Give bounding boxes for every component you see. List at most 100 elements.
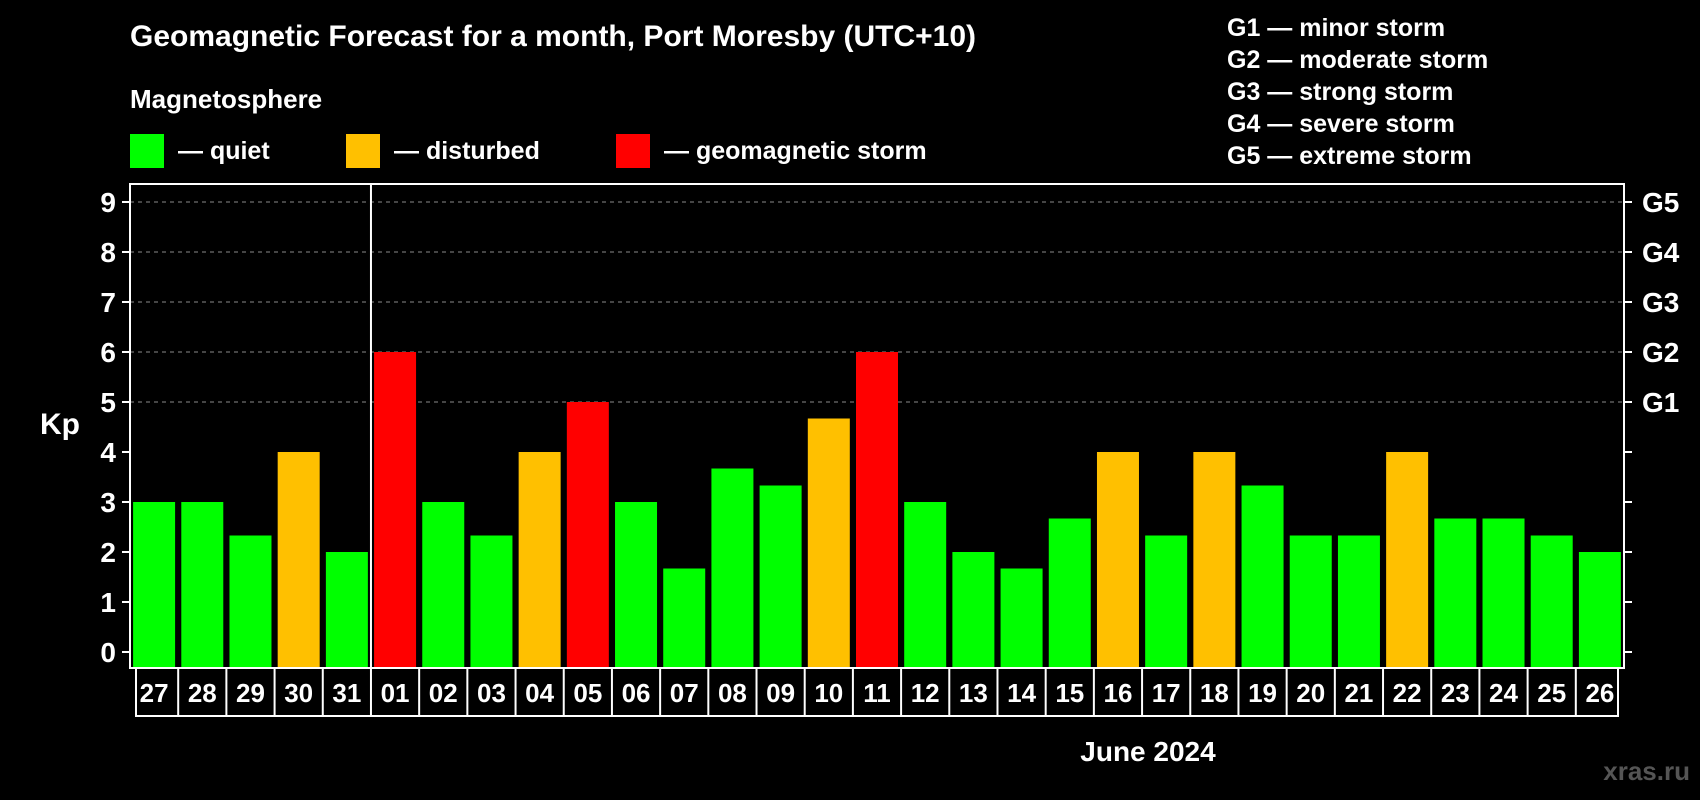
y-tick-label: 2 [100,537,116,568]
y-tick-label: 7 [100,287,116,318]
g-scale-g4: G4 — severe storm [1227,110,1455,138]
x-tick-label-12: 12 [911,678,940,708]
legend-heading: Magnetosphere [130,84,323,114]
x-tick-label-26: 26 [1585,678,1614,708]
legend-label-quiet: — quiet [178,136,270,165]
bar-04 [518,452,561,668]
date-strip [135,667,1619,717]
bar-10 [807,418,850,668]
bar-25 [1530,535,1573,668]
y-tick-label: 0 [100,637,116,668]
bar-31 [325,552,368,668]
x-tick-label-31: 31 [332,678,361,708]
legend-swatch-quiet [130,134,164,168]
x-tick-label-08: 08 [718,678,747,708]
bar-27 [133,502,176,668]
bar-20 [1289,535,1332,668]
y-tick-label: 5 [100,387,116,418]
x-tick-label-16: 16 [1104,678,1133,708]
x-tick-label-03: 03 [477,678,506,708]
x-tick-label-13: 13 [959,678,988,708]
bar-30 [277,452,320,668]
x-tick-label-14: 14 [1007,678,1036,708]
g-level-label: G4 [1642,237,1680,268]
bar-09 [759,485,802,668]
legend-quiet: — quiet [130,134,270,168]
bar-15 [1048,518,1091,668]
g-scale-g2: G2 — moderate storm [1227,46,1489,74]
legend-label-storm: — geomagnetic storm [664,136,927,165]
g-level-label: G1 [1642,387,1679,418]
g-level-label: G2 [1642,337,1679,368]
x-tick-label-30: 30 [284,678,313,708]
bar-07 [663,568,706,668]
x-tick-label-20: 20 [1296,678,1325,708]
x-tick-label-04: 04 [525,678,554,708]
x-tick-label-18: 18 [1200,678,1229,708]
x-tick-label-25: 25 [1537,678,1566,708]
x-tick-label-07: 07 [670,678,699,708]
legend-storm: — geomagnetic storm [616,134,927,168]
x-tick-label-05: 05 [573,678,602,708]
bar-08 [711,468,754,668]
bar-21 [1337,535,1380,668]
g-scale-g1: G1 — minor storm [1227,14,1446,42]
bar-12 [904,502,947,668]
bar-29 [229,535,272,668]
bar-16 [1096,452,1139,668]
bar-02 [422,502,465,668]
legend-swatch-disturbed [346,134,380,168]
y-tick-label: 4 [100,437,116,468]
legend-swatch-storm [616,134,650,168]
chart-title: Geomagnetic Forecast for a month, Port M… [130,20,976,53]
bar-01 [374,352,417,668]
g-scale-g5: G5 — extreme storm [1227,142,1472,170]
x-tick-label-22: 22 [1393,678,1422,708]
g-level-label: G5 [1642,187,1679,218]
g-level-label: G3 [1642,287,1679,318]
x-tick-label-24: 24 [1489,678,1518,708]
x-tick-label-19: 19 [1248,678,1277,708]
bar-13 [952,552,995,668]
g-scale-g3: G3 — strong storm [1227,78,1454,106]
y-tick-label: 3 [100,487,116,518]
x-tick-label-28: 28 [188,678,217,708]
x-tick-label-11: 11 [863,678,891,708]
x-tick-label-17: 17 [1152,678,1181,708]
bar-03 [470,535,513,668]
bar-18 [1193,452,1236,668]
bar-11 [856,352,898,668]
y-tick-label: 9 [100,187,116,218]
x-tick-label-29: 29 [236,678,265,708]
bar-14 [1000,568,1043,668]
x-tick-label-21: 21 [1344,678,1373,708]
legend-disturbed: — disturbed [346,134,540,168]
x-tick-label-15: 15 [1055,678,1084,708]
bar-05 [566,402,609,668]
bar-23 [1434,518,1477,668]
x-axis-label-wrap: June 2024 [0,736,1700,768]
bar-19 [1241,485,1284,668]
x-tick-label-27: 27 [140,678,169,708]
x-tick-label-06: 06 [622,678,651,708]
y-tick-label: 1 [100,587,116,618]
bar-22 [1386,452,1429,668]
bar-26 [1578,552,1621,668]
y-axis-label: Kp [40,408,80,441]
watermark: xras.ru [1603,756,1690,786]
x-tick-label-01: 01 [381,678,410,708]
x-axis-label: June 2024 [1080,736,1216,767]
g-scale-legend: G1 — minor storm G2 — moderate storm G3 … [1227,12,1488,172]
x-tick-label-10: 10 [814,678,843,708]
bar-06 [615,502,658,668]
bar-28 [181,502,224,668]
bar-17 [1145,535,1188,668]
x-tick-label-23: 23 [1441,678,1470,708]
bar-24 [1482,518,1525,668]
x-tick-label-02: 02 [429,678,458,708]
y-tick-label: 6 [100,337,116,368]
x-tick-label-09: 09 [766,678,795,708]
y-tick-label: 8 [100,237,116,268]
legend-label-disturbed: — disturbed [394,136,540,165]
